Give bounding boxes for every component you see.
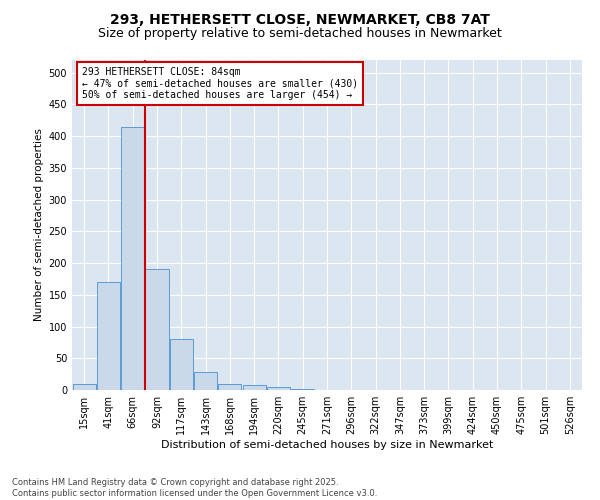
Bar xyxy=(170,339,193,390)
Bar xyxy=(73,384,95,390)
Text: 293 HETHERSETT CLOSE: 84sqm
← 47% of semi-detached houses are smaller (430)
50% : 293 HETHERSETT CLOSE: 84sqm ← 47% of sem… xyxy=(82,66,358,100)
Text: Size of property relative to semi-detached houses in Newmarket: Size of property relative to semi-detach… xyxy=(98,28,502,40)
Bar xyxy=(97,282,120,390)
Bar xyxy=(291,388,314,390)
X-axis label: Distribution of semi-detached houses by size in Newmarket: Distribution of semi-detached houses by … xyxy=(161,440,493,450)
Bar xyxy=(121,126,144,390)
Bar xyxy=(218,384,241,390)
Bar xyxy=(242,385,266,390)
Text: Contains HM Land Registry data © Crown copyright and database right 2025.
Contai: Contains HM Land Registry data © Crown c… xyxy=(12,478,377,498)
Bar xyxy=(267,387,290,390)
Y-axis label: Number of semi-detached properties: Number of semi-detached properties xyxy=(34,128,44,322)
Bar xyxy=(145,270,169,390)
Bar xyxy=(194,372,217,390)
Text: 293, HETHERSETT CLOSE, NEWMARKET, CB8 7AT: 293, HETHERSETT CLOSE, NEWMARKET, CB8 7A… xyxy=(110,12,490,26)
